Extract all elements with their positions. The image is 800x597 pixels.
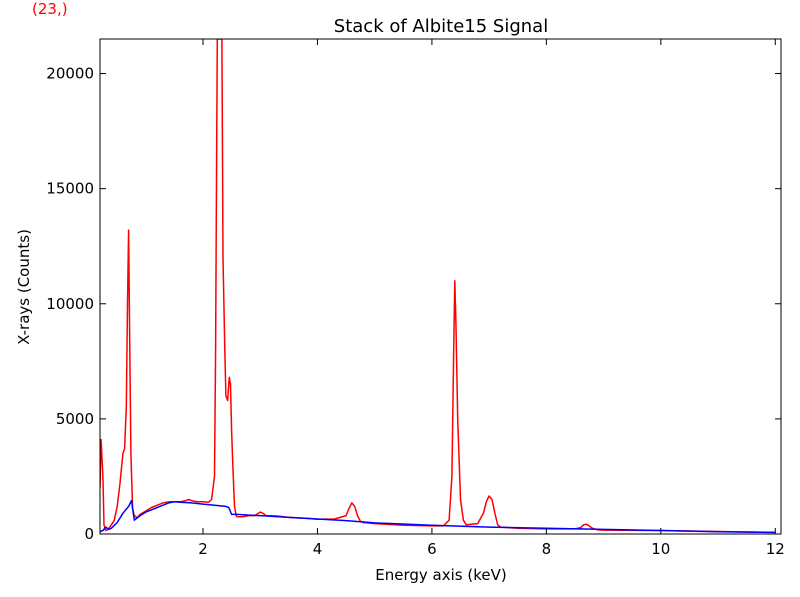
series-line-0 xyxy=(100,39,776,534)
x-tick-label: 2 xyxy=(198,540,208,558)
y-tick-label: 20000 xyxy=(46,65,94,83)
plot-area xyxy=(100,39,776,534)
axes-frame xyxy=(99,38,782,535)
x-axis: 2 4 6 8 10 12 xyxy=(198,39,785,558)
y-tick-label: 15000 xyxy=(46,180,94,198)
cursor-index-label: (23,) xyxy=(32,0,68,18)
y-axis-label: X-rays (Counts) xyxy=(15,229,33,345)
y-axis: 0 5000 10000 15000 20000 xyxy=(46,65,781,543)
x-axis-label: Energy axis (keV) xyxy=(375,566,506,584)
x-tick-label: 6 xyxy=(427,540,437,558)
chart-title: Stack of Albite15 Signal xyxy=(334,16,548,37)
x-tick-label: 8 xyxy=(542,540,552,558)
series-line-1 xyxy=(100,499,776,534)
x-tick-label: 12 xyxy=(766,540,785,558)
x-tick-label: 10 xyxy=(651,540,670,558)
x-tick-label: 4 xyxy=(313,540,323,558)
y-tick-label: 5000 xyxy=(56,410,94,428)
y-tick-label: 10000 xyxy=(46,295,94,313)
y-tick-label: 0 xyxy=(84,525,94,543)
